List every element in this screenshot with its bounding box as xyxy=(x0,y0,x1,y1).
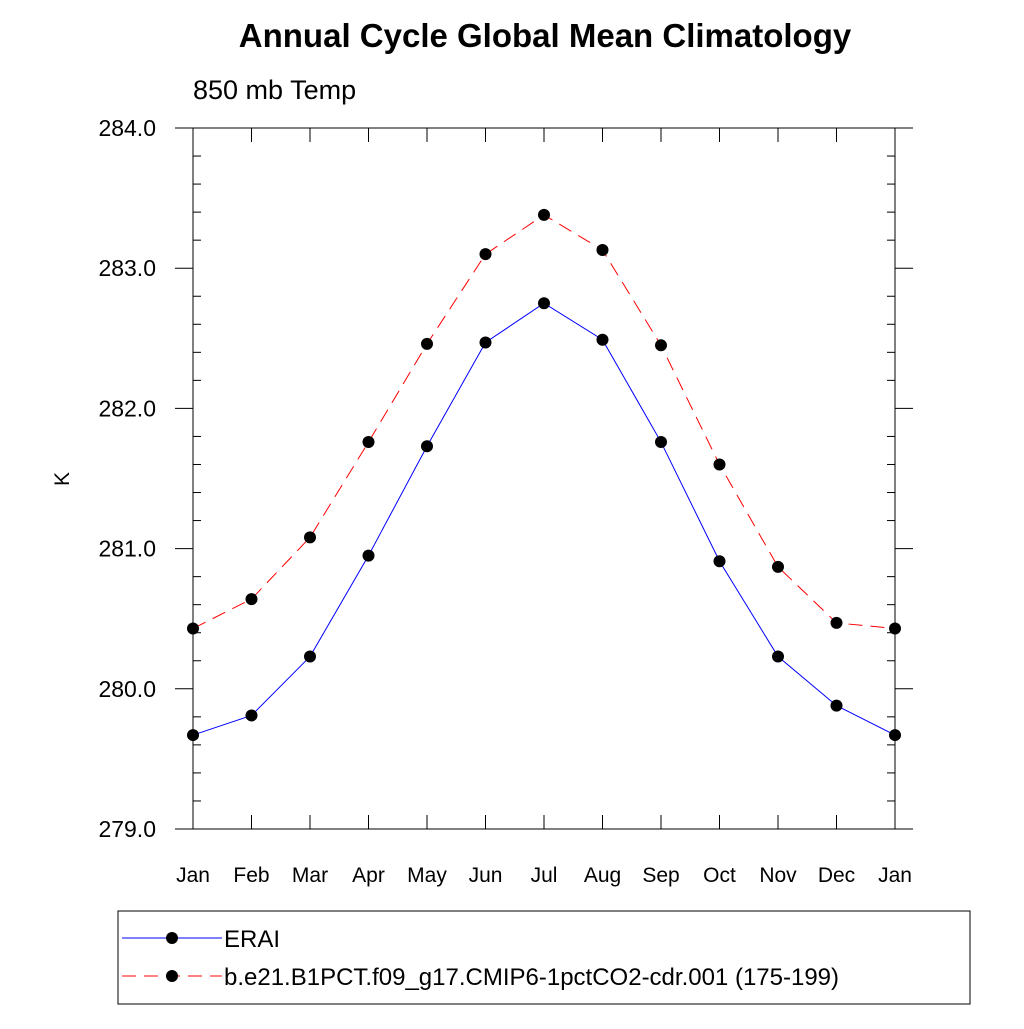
y-axis-label: K xyxy=(51,472,74,486)
series-line-1 xyxy=(192,214,896,630)
legend: ERAI b.e21.B1PCT.f09_g17.CMIP6-1pctCO2-cd… xyxy=(117,910,971,1005)
data-point-1 xyxy=(830,616,843,629)
x-tick-label: Feb xyxy=(233,864,269,887)
data-point-1 xyxy=(538,208,550,221)
plot-frame xyxy=(192,127,896,830)
x-tick-label: Jan xyxy=(176,864,210,887)
data-point-0 xyxy=(830,699,843,712)
data-point-0 xyxy=(713,555,726,568)
data-point-0 xyxy=(655,436,667,449)
x-tick-label: Nov xyxy=(759,864,797,887)
legend-label-1: b.e21.B1PCT.f09_g17.CMIP6-1pctCO2-cdr.00… xyxy=(224,964,839,991)
data-point-1 xyxy=(362,436,375,449)
x-tick-label: May xyxy=(407,864,447,887)
legend-box xyxy=(117,910,971,1005)
chart-title: Annual Cycle Global Mean Climatology xyxy=(239,17,852,54)
x-tick-label: Oct xyxy=(703,864,736,887)
data-point-1 xyxy=(421,337,433,350)
y-tick-label: 282.0 xyxy=(98,395,156,421)
axes: Jan Feb Mar Apr May Jun Jul Aug Sep Oct Nov Dec Jan 2… xyxy=(98,115,913,887)
data-point-1 xyxy=(772,560,784,573)
data-point-1 xyxy=(187,622,199,635)
data-point-1 xyxy=(596,243,609,256)
data-point-0 xyxy=(187,729,199,742)
series-layer xyxy=(187,208,901,742)
data-point-0 xyxy=(772,650,784,663)
legend-label-0: ERAI xyxy=(224,926,280,953)
x-tick-label: Aug xyxy=(584,864,621,887)
data-point-1 xyxy=(889,622,901,635)
legend-marker-0 xyxy=(166,932,178,944)
data-point-0 xyxy=(421,440,433,453)
legend-marker-1 xyxy=(166,970,178,982)
chart-subtitle: 850 mb Temp xyxy=(193,75,356,105)
data-point-1 xyxy=(245,593,258,606)
x-tick-label: Mar xyxy=(292,864,328,887)
y-tick-label: 281.0 xyxy=(98,536,156,562)
series-line-0 xyxy=(192,302,896,736)
data-point-0 xyxy=(304,650,316,663)
data-point-1 xyxy=(655,339,667,352)
data-point-0 xyxy=(889,729,901,742)
y-tick-label: 283.0 xyxy=(98,255,156,281)
data-point-1 xyxy=(304,531,316,544)
data-point-1 xyxy=(713,458,726,471)
data-point-0 xyxy=(245,709,258,722)
data-point-0 xyxy=(479,336,492,349)
y-tick-label: 284.0 xyxy=(98,115,156,141)
y-tick-label: 279.0 xyxy=(98,816,156,842)
data-point-0 xyxy=(596,333,609,346)
data-point-1 xyxy=(479,248,492,261)
x-tick-label: Jul xyxy=(531,864,558,887)
x-tick-label: Dec xyxy=(818,864,855,887)
x-tick-label: Jun xyxy=(469,864,503,887)
x-tick-label: Jan xyxy=(878,864,912,887)
x-tick-label: Sep xyxy=(642,864,679,887)
data-point-0 xyxy=(538,297,550,310)
data-point-0 xyxy=(362,549,375,562)
x-tick-label: Apr xyxy=(352,864,385,887)
y-tick-label: 280.0 xyxy=(98,676,156,702)
